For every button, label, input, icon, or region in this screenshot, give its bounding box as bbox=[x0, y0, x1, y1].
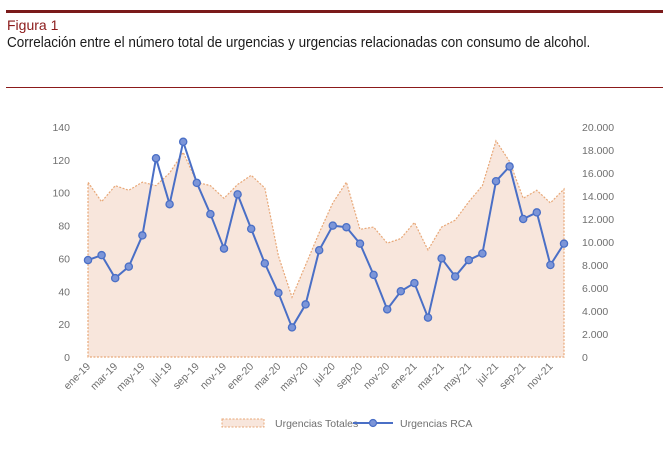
x-tick-label: sep-19 bbox=[171, 361, 202, 392]
right-tick-label: 2.000 bbox=[582, 329, 608, 341]
bottom-rule bbox=[6, 87, 663, 88]
rca-point bbox=[437, 254, 446, 263]
rca-point bbox=[328, 221, 338, 230]
left-tick-label: 60 bbox=[58, 253, 70, 265]
left-tick-label: 140 bbox=[52, 122, 70, 134]
right-tick-label: 20.000 bbox=[582, 122, 614, 134]
left-tick-label: 40 bbox=[58, 286, 70, 298]
rca-point bbox=[355, 239, 365, 248]
figure-title: Correlación entre el número total de urg… bbox=[7, 35, 591, 51]
area-urgencias-totales bbox=[87, 139, 565, 358]
right-tick-label: 0 bbox=[582, 352, 588, 364]
left-axis: 0 20 40 60 80 100 120 140 bbox=[52, 122, 70, 364]
rca-point bbox=[314, 245, 324, 255]
rca-point bbox=[260, 259, 270, 268]
plot-area bbox=[83, 137, 569, 358]
legend-label-total: Urgencias Totales bbox=[275, 418, 358, 430]
rca-point bbox=[464, 255, 474, 265]
rca-point bbox=[287, 323, 297, 332]
rca-point bbox=[342, 222, 351, 232]
rca-point bbox=[97, 250, 106, 260]
x-tick-label: nov-21 bbox=[524, 361, 555, 392]
legend: Urgencias Totales Urgencias RCA bbox=[221, 418, 472, 430]
right-axis: 0 2.000 4.000 6.000 8.000 10.000 12.000 14.000 1… bbox=[582, 122, 614, 364]
x-tick-label: sep-20 bbox=[334, 361, 365, 392]
rca-point bbox=[491, 176, 501, 186]
right-tick-label: 12.000 bbox=[582, 214, 614, 226]
rca-point bbox=[219, 244, 229, 253]
rca-point bbox=[83, 255, 93, 265]
x-tick-label: nov-20 bbox=[361, 361, 392, 392]
rca-point bbox=[110, 273, 120, 283]
rca-point bbox=[206, 209, 215, 219]
rca-point bbox=[559, 239, 569, 248]
rca-point bbox=[124, 262, 134, 271]
legend-swatch-total bbox=[221, 418, 265, 428]
x-tick-label: ene-19 bbox=[62, 361, 94, 393]
rca-point bbox=[178, 137, 188, 147]
right-tick-label: 10.000 bbox=[582, 237, 614, 249]
rca-point bbox=[382, 305, 392, 314]
figure-label: Figura 1 bbox=[7, 17, 59, 33]
left-tick-label: 80 bbox=[58, 221, 70, 233]
rca-point bbox=[138, 231, 147, 240]
left-tick-label: 100 bbox=[52, 188, 70, 200]
legend-marker-rca bbox=[368, 418, 378, 428]
right-tick-label: 16.000 bbox=[582, 168, 614, 180]
rca-point bbox=[233, 190, 242, 199]
rca-point bbox=[423, 313, 433, 322]
right-tick-label: 18.000 bbox=[582, 145, 614, 157]
top-rule bbox=[6, 10, 663, 13]
x-tick-label: may-20 bbox=[277, 361, 310, 394]
rca-point bbox=[505, 162, 514, 171]
rca-point bbox=[192, 178, 202, 188]
left-tick-label: 120 bbox=[52, 155, 70, 167]
right-tick-label: 8.000 bbox=[582, 260, 608, 272]
right-tick-label: 6.000 bbox=[582, 283, 608, 295]
rca-point bbox=[410, 278, 419, 288]
line-urgencias-rca bbox=[87, 140, 565, 329]
rca-point bbox=[450, 272, 460, 281]
rca-point bbox=[396, 287, 406, 296]
rca-point bbox=[301, 300, 310, 309]
legend-label-rca: Urgencias RCA bbox=[400, 418, 472, 430]
rca-point bbox=[246, 224, 256, 234]
rca-point bbox=[274, 288, 283, 298]
rca-point bbox=[151, 153, 161, 163]
rca-point bbox=[518, 214, 528, 224]
x-tick-label: nov-19 bbox=[198, 361, 229, 392]
right-tick-label: 14.000 bbox=[582, 191, 614, 203]
rca-point bbox=[546, 260, 555, 270]
rca-point bbox=[369, 270, 378, 280]
x-tick-label: may-19 bbox=[114, 361, 147, 394]
rca-point bbox=[532, 208, 542, 217]
rca-point bbox=[165, 199, 174, 209]
x-tick-label: ene-20 bbox=[225, 361, 257, 393]
x-tick-label: ene-21 bbox=[388, 361, 420, 393]
x-tick-label: may-21 bbox=[441, 361, 474, 394]
x-tick-label: sep-21 bbox=[497, 361, 528, 392]
left-tick-label: 0 bbox=[64, 352, 70, 364]
rca-point bbox=[478, 249, 487, 258]
left-tick-label: 20 bbox=[58, 319, 70, 331]
right-tick-label: 4.000 bbox=[582, 306, 608, 318]
